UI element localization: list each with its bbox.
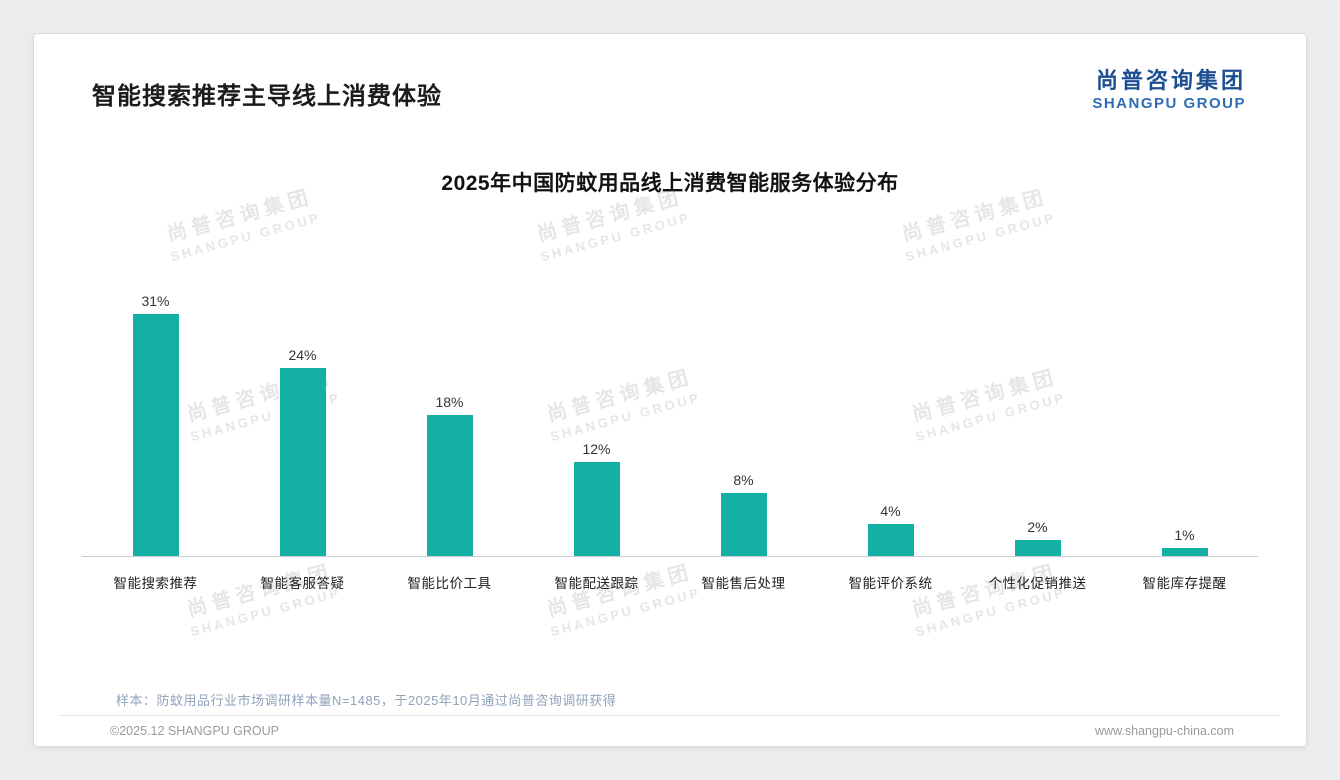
bar-value-label: 31% — [141, 292, 170, 309]
bar-column: 1% — [1111, 527, 1258, 556]
website-text: www.shangpu-china.com — [1095, 724, 1234, 738]
bar — [573, 461, 620, 556]
footer-divider — [60, 715, 1280, 716]
category-label: 个性化促销推送 — [988, 575, 1087, 591]
bar-value-label: 12% — [582, 440, 611, 457]
bar — [1014, 539, 1061, 556]
bar — [720, 493, 767, 556]
watermark-english-text: SHANGPU GROUP — [548, 584, 703, 640]
company-logo: 尚普咨询集团 SHANGPU GROUP — [1092, 68, 1246, 113]
copyright-text: ©2025.12 SHANGPU GROUP — [110, 724, 279, 738]
watermark-english-text: SHANGPU GROUP — [913, 584, 1068, 640]
bar-value-label: 8% — [733, 472, 754, 489]
bar-value-label: 4% — [880, 503, 901, 520]
bar-column: 18% — [376, 394, 523, 556]
category-label: 智能搜索推荐 — [113, 575, 198, 591]
slide-card: 尚普咨询集团 SHANGPU GROUP 尚普咨询集团 SHANGPU GROUP 尚普… — [33, 33, 1307, 747]
category-label: 智能评价系统 — [848, 575, 933, 591]
chart-area: 2025年中国防蚊用品线上消费智能服务体验分布 31% 24% 18% 12% 8% 4%… — [34, 167, 1306, 592]
bar-column: 24% — [229, 347, 376, 556]
category-label: 智能比价工具 — [407, 575, 492, 591]
bar — [279, 368, 326, 556]
bar-column: 12% — [523, 441, 670, 556]
category-label: 智能客服答疑 — [260, 575, 345, 591]
bar — [1161, 547, 1208, 556]
bar — [132, 313, 179, 556]
page-title: 智能搜索推荐主导线上消费体验 — [92, 83, 442, 110]
bar-value-label: 1% — [1174, 526, 1195, 543]
header: 智能搜索推荐主导线上消费体验 尚普咨询集团 SHANGPU GROUP — [34, 34, 1306, 113]
bar-value-label: 24% — [288, 347, 317, 364]
bar-column: 2% — [964, 519, 1111, 556]
sample-note: 样本：防蚊用品行业市场调研样本量N=1485，于2025年10月通过尚普咨询调研… — [116, 693, 617, 708]
bar — [867, 524, 914, 556]
bar-column: 31% — [82, 293, 229, 556]
bar — [426, 415, 473, 556]
category-label: 智能库存提醒 — [1142, 575, 1227, 591]
bar-chart-plot: 31% 24% 18% 12% 8% 4% 2% 1% — [82, 289, 1258, 557]
chart-title: 2025年中国防蚊用品线上消费智能服务体验分布 — [441, 171, 899, 195]
category-label: 智能配送跟踪 — [554, 575, 639, 591]
category-label: 智能售后处理 — [701, 575, 786, 591]
bar-chart-x-axis-labels: 智能搜索推荐 智能客服答疑 智能比价工具 智能配送跟踪 智能售后处理 智能评价系统 个性化促… — [82, 557, 1258, 592]
bar-column: 4% — [817, 503, 964, 556]
logo-chinese-text: 尚普咨询集团 — [1095, 68, 1246, 93]
bar-value-label: 18% — [435, 394, 464, 411]
logo-english-text: SHANGPU GROUP — [1092, 95, 1246, 113]
watermark-english-text: SHANGPU GROUP — [188, 584, 343, 640]
bar-value-label: 2% — [1027, 518, 1048, 535]
bar-column: 8% — [670, 472, 817, 556]
